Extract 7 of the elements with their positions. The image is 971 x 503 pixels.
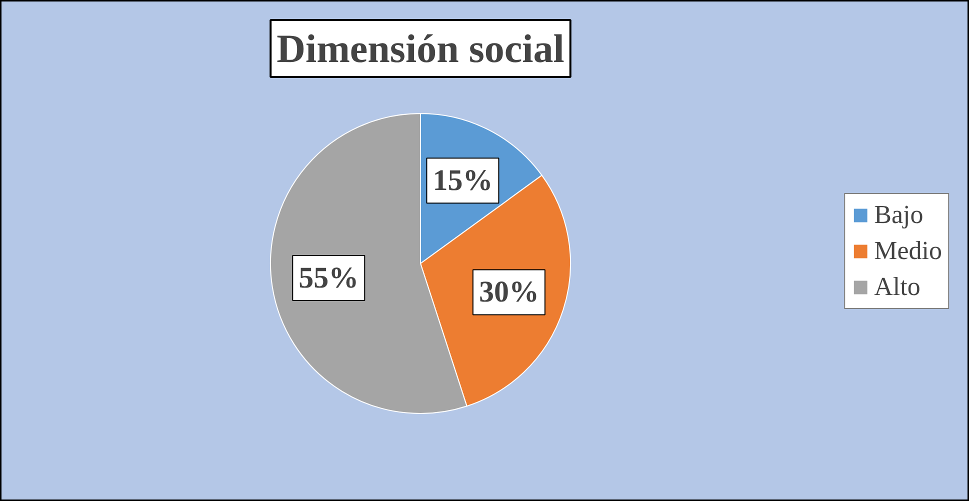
legend-label: Medio [874, 236, 942, 266]
data-label: 30% [478, 276, 539, 309]
chart-title: Dimensión social [276, 26, 564, 71]
data-label: 55% [298, 262, 359, 295]
legend-label: Alto [874, 272, 920, 302]
legend-label: Bajo [874, 200, 924, 230]
data-label: 15% [432, 164, 493, 198]
